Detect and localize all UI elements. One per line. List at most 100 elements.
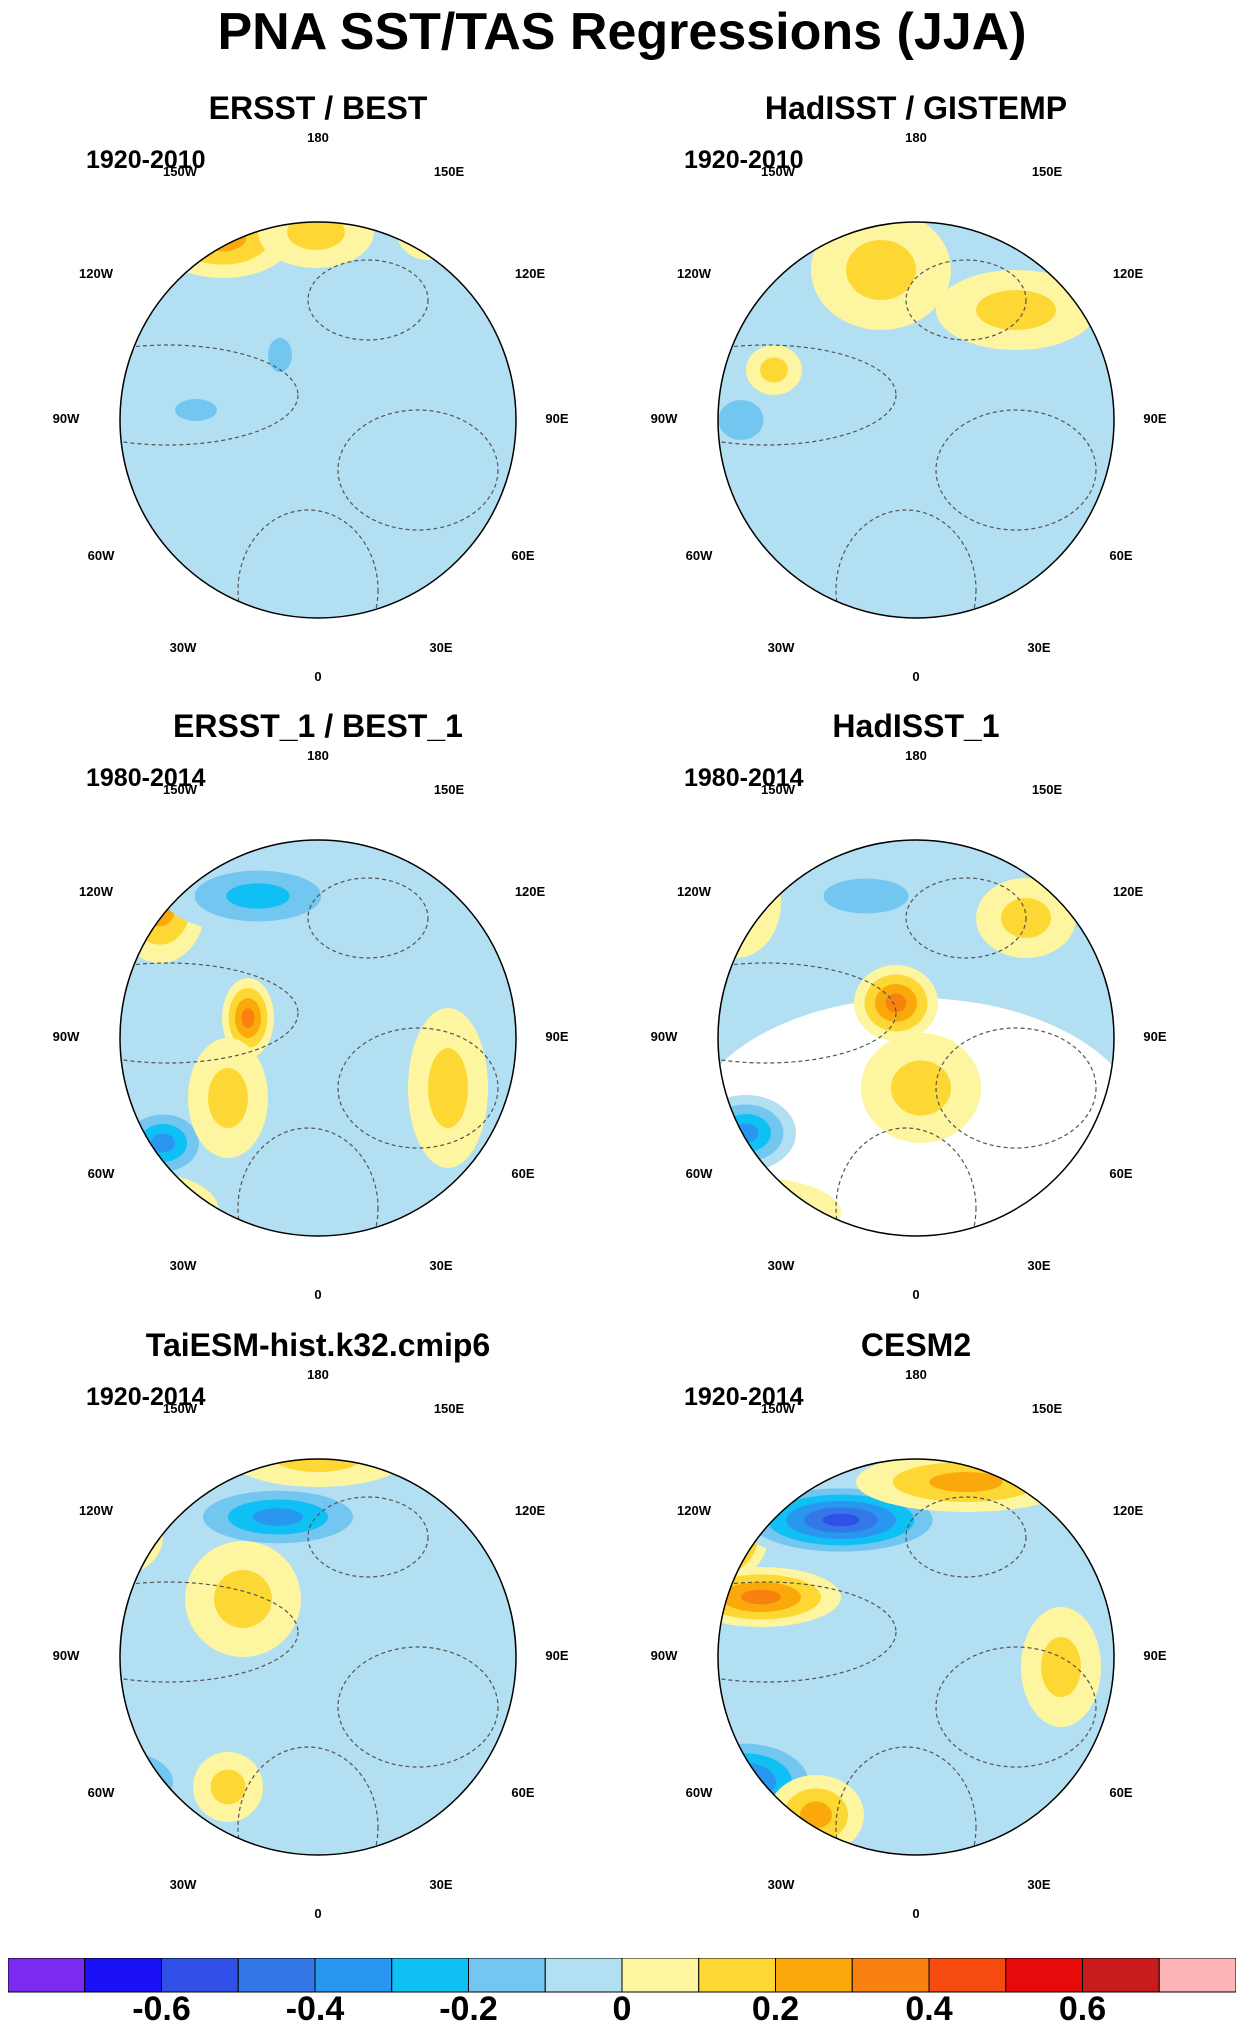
map-panel-ersst1-best1: ERSST_1 / BEST_1 1980-2014 180 150E 120E 90…: [18, 618, 618, 1302]
longitude-label-180: 180: [307, 1367, 329, 1382]
colorbar-swatch: [698, 1958, 776, 1993]
longitude-label-0: 0: [912, 1906, 919, 1921]
colorbar-swatch: [775, 1958, 853, 1993]
colorbar-swatch: [928, 1958, 1007, 1993]
map-boundary: [717, 839, 1115, 1237]
anomaly-field: [718, 840, 1114, 1236]
panel-title: CESM2: [860, 1327, 972, 1363]
longitude-label-90e: 90E: [1143, 1029, 1166, 1044]
longitude-label-180: 180: [307, 748, 329, 763]
longitude-label-60e: 60E: [1109, 548, 1132, 563]
map-panel-hadisst1: HadISST_1 1980-2014 180 150E 120E 90E 60E 30E…: [616, 618, 1216, 1302]
longitude-label-30e: 30E: [429, 1258, 452, 1273]
longitude-label-150e: 150E: [434, 164, 465, 179]
longitude-label-0: 0: [314, 669, 321, 684]
map-panel-taiesm: TaiESM-hist.k32.cmip6 1920-2014 180 150E 1…: [18, 1237, 618, 1921]
panel-title: TaiESM-hist.k32.cmip6: [145, 1327, 491, 1363]
longitude-label-150w: 150W: [761, 782, 796, 797]
map-boundary: [717, 1458, 1115, 1856]
map-panel-ersst-best: ERSST / BEST 1920-2010 180 150E 120E 90E 60E…: [18, 0, 618, 684]
longitude-label-120e: 120E: [1113, 884, 1144, 899]
longitude-label-90w: 90W: [651, 1029, 678, 1044]
longitude-label-60e: 60E: [511, 548, 534, 563]
longitude-label-120w: 120W: [79, 266, 114, 281]
longitude-label-30w: 30W: [170, 1877, 197, 1892]
longitude-label-30w: 30W: [768, 1258, 795, 1273]
longitude-label-60w: 60W: [88, 548, 115, 563]
colorbar-swatch: [161, 1958, 239, 1993]
colorbar-tick-label: 0.2: [751, 1990, 800, 2028]
longitude-label-30w: 30W: [768, 640, 795, 655]
panel-period: 1980-2014: [684, 764, 804, 792]
longitude-label-60e: 60E: [511, 1785, 534, 1800]
longitude-label-150w: 150W: [163, 782, 198, 797]
longitude-label-150e: 150E: [434, 1401, 465, 1416]
longitude-label-150w: 150W: [163, 1401, 198, 1416]
longitude-label-30e: 30E: [1027, 1258, 1050, 1273]
panel-period: 1920-2014: [86, 1383, 206, 1411]
longitude-label-120e: 120E: [1113, 266, 1144, 281]
colorbar-swatch: [851, 1958, 930, 1993]
map-panel-cesm2: CESM2 1920-2014 180 150E 120E 90E 60E 30E 0 30W…: [616, 1237, 1216, 1921]
polar-stereographic-map: 180 150E 120E 90E 60E 30E 0 30W 60W 90W 120W 150W: [651, 1367, 1167, 1921]
colorbar-swatch: [1005, 1958, 1083, 1993]
longitude-label-90e: 90E: [545, 411, 568, 426]
colorbar: [8, 1958, 1236, 1993]
anomaly-field: [718, 222, 1114, 618]
colorbar-tick-label: -0.4: [285, 1990, 345, 2028]
longitude-label-30e: 30E: [1027, 640, 1050, 655]
longitude-label-0: 0: [314, 1287, 321, 1302]
anomaly-field: [120, 840, 516, 1236]
polar-stereographic-map: 180 150E 120E 90E 60E 30E 0 30W 60W 90W 120W 150W: [651, 130, 1167, 684]
longitude-label-120e: 120E: [515, 1503, 546, 1518]
colorbar-tick-label: 0: [612, 1990, 632, 2028]
longitude-label-60e: 60E: [511, 1166, 534, 1181]
polar-stereographic-map: 180 150E 120E 90E 60E 30E 0 30W 60W 90W 120W 150W: [53, 1367, 569, 1921]
longitude-label-60e: 60E: [1109, 1785, 1132, 1800]
panel-title: ERSST / BEST: [208, 90, 428, 126]
longitude-label-120w: 120W: [677, 884, 712, 899]
colorbar-swatch: [1158, 1958, 1236, 1993]
map-boundary: [717, 221, 1115, 619]
longitude-label-120w: 120W: [79, 884, 114, 899]
figure-title: PNA SST/TAS Regressions (JJA): [217, 3, 1027, 61]
longitude-label-60e: 60E: [1109, 1166, 1132, 1181]
colorbar-swatch: [84, 1958, 162, 1993]
longitude-label-30w: 30W: [170, 1258, 197, 1273]
colorbar-swatch: [237, 1958, 316, 1993]
longitude-label-150w: 150W: [163, 164, 198, 179]
panel-title: ERSST_1 / BEST_1: [173, 708, 463, 744]
longitude-label-0: 0: [912, 1287, 919, 1302]
panel-title: HadISST / GISTEMP: [764, 90, 1068, 126]
longitude-label-30e: 30E: [1027, 1877, 1050, 1892]
colorbar-tick-label: -0.2: [439, 1990, 498, 2028]
longitude-label-180: 180: [905, 130, 927, 145]
longitude-label-0: 0: [912, 669, 919, 684]
colorbar-labels: -0.6 -0.4 -0.2 0 0.2 0.4 0.6: [0, 1990, 1244, 2040]
longitude-label-150e: 150E: [1032, 164, 1063, 179]
panel-title: HadISST_1: [832, 708, 1000, 744]
longitude-label-120e: 120E: [515, 884, 546, 899]
longitude-label-30e: 30E: [429, 640, 452, 655]
colorbar-tick-label: 0.6: [1058, 1990, 1107, 2028]
longitude-label-180: 180: [307, 130, 329, 145]
polar-stereographic-map: 180 150E 120E 90E 60E 30E 0 30W 60W 90W 120W 150W: [53, 130, 569, 684]
longitude-label-60w: 60W: [686, 548, 713, 563]
longitude-label-120e: 120E: [1113, 1503, 1144, 1518]
longitude-label-30e: 30E: [429, 1877, 452, 1892]
map-panel-hadisst-gistemp: HadISST / GISTEMP 1920-2010 180 150E 120E 9…: [616, 0, 1216, 684]
longitude-label-120w: 120W: [677, 1503, 712, 1518]
longitude-label-90e: 90E: [1143, 411, 1166, 426]
longitude-label-150e: 150E: [1032, 782, 1063, 797]
colorbar-swatch: [621, 1958, 700, 1993]
longitude-label-60w: 60W: [88, 1166, 115, 1181]
anomaly-field: [120, 1459, 516, 1855]
colorbar-swatch: [468, 1958, 546, 1993]
longitude-label-180: 180: [905, 1367, 927, 1382]
polar-stereographic-map: 180 150E 120E 90E 60E 30E 0 30W 60W 90W 120W 150W: [651, 748, 1167, 1302]
polar-stereographic-map: 180 150E 120E 90E 60E 30E 0 30W 60W 90W 120W 150W: [53, 748, 569, 1302]
longitude-label-90e: 90E: [545, 1029, 568, 1044]
colorbar-swatch: [314, 1958, 393, 1993]
longitude-label-60w: 60W: [88, 1785, 115, 1800]
longitude-label-150e: 150E: [1032, 1401, 1063, 1416]
